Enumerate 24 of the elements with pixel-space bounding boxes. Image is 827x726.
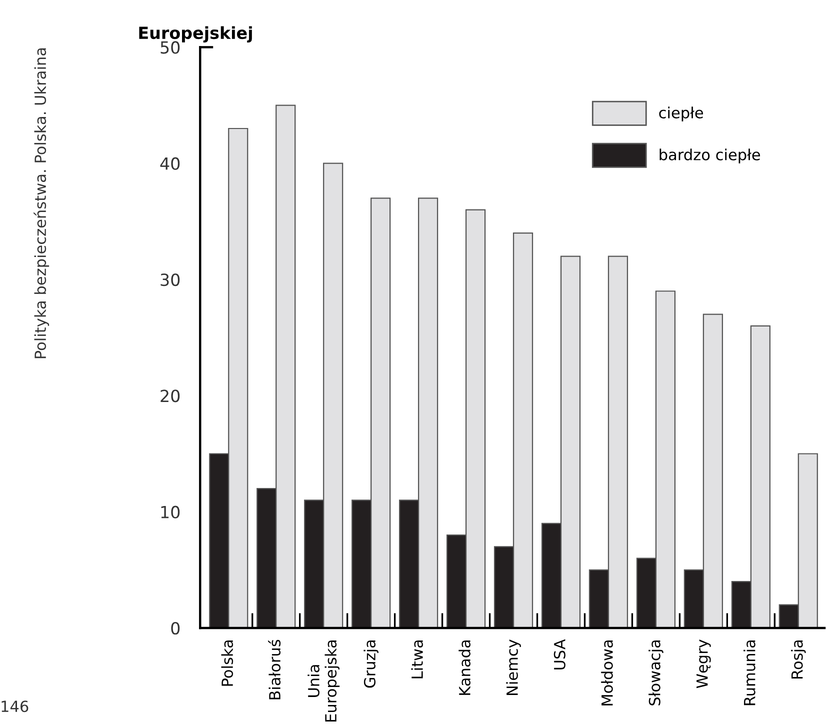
y-tick-label: 50: [160, 41, 180, 54]
legend-label: bardzo ciepłe: [660, 148, 760, 164]
x-tick-label: Unia Europejska: [308, 640, 340, 722]
text: 146: [2, 700, 28, 712]
x-tick-label: Węgry: [696, 640, 711, 688]
x-tick-label: Rosja: [791, 640, 806, 678]
x-tick-label: Polska: [221, 640, 234, 686]
x-tick-label: USA: [554, 639, 566, 670]
legend-label: ciepłe: [659, 106, 704, 122]
x-tick-label: Białoruś: [268, 640, 281, 700]
chart-title: Europejskiej: [139, 26, 252, 42]
x-tick-label: Gruzja: [364, 640, 378, 688]
x-tick-label: Kanada: [458, 640, 470, 695]
x-tick-label: Litwa: [411, 640, 423, 678]
x-tick-label: Słowacja: [648, 640, 664, 706]
y-tick-label: 0: [171, 622, 180, 635]
text: Polityka bezpieczeństwa. Polska. Ukraina: [34, 48, 50, 358]
y-tick-label: 30: [160, 273, 180, 286]
x-tick-label: Niemcy: [506, 640, 521, 695]
y-tick-label: 10: [161, 506, 180, 518]
x-tick-label: Rumunia: [744, 640, 756, 706]
x-tick-label: Mołdowa: [601, 640, 613, 706]
y-tick-label: 40: [160, 157, 180, 170]
y-tick-label: 20: [160, 390, 180, 402]
